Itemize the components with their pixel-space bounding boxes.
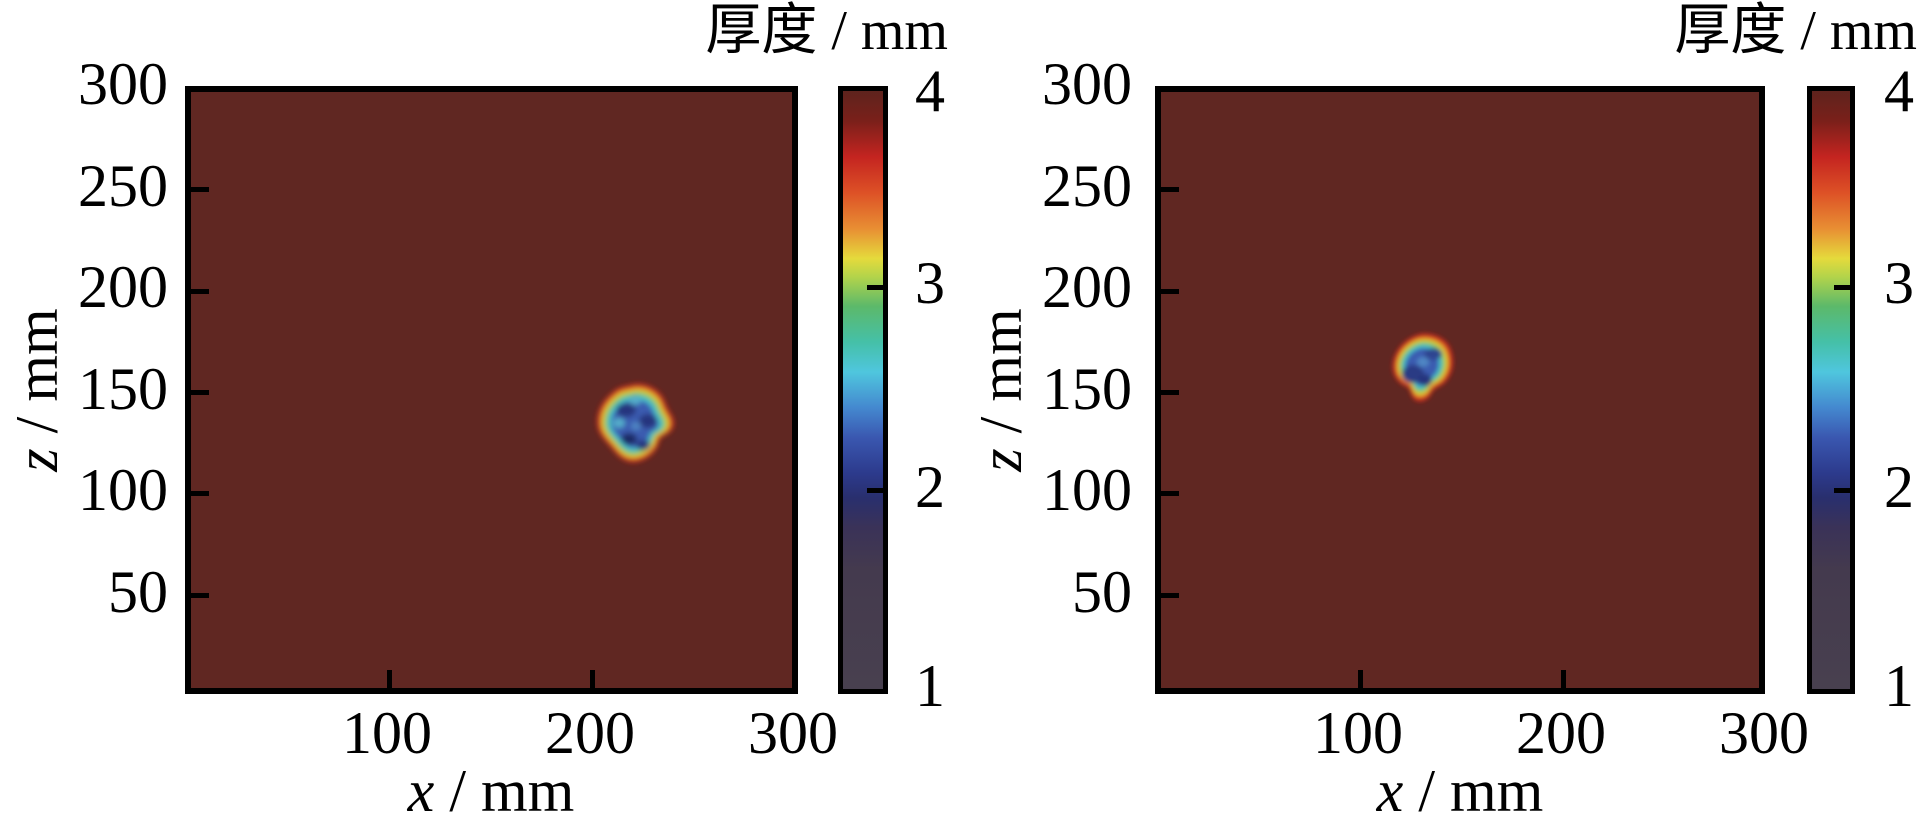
y-axis-variable: z: [968, 448, 1034, 472]
y-axis-variable: z: [4, 448, 70, 472]
x-axis-label: x / mm: [331, 760, 651, 820]
x-tick-label: 200: [1516, 700, 1606, 766]
colorbar-tick-label: 3: [1884, 250, 1914, 316]
colorbar-tick-label: 1: [1884, 653, 1914, 719]
y-tick-label: 200: [1042, 254, 1132, 320]
y-tick-mark: [1161, 390, 1179, 395]
x-axis-unit: / mm: [1403, 758, 1544, 820]
x-tick-label: 300: [1719, 700, 1809, 766]
y-tick-label: 200: [78, 254, 168, 320]
right-heatmap: [1155, 86, 1765, 694]
left-colorbar: [838, 86, 888, 694]
colorbar-tick-mark: [1834, 285, 1850, 290]
colorbar-tick-mark: [867, 488, 883, 493]
x-tick-mark: [387, 670, 392, 688]
y-tick-label: 50: [108, 559, 168, 625]
x-axis-unit: / mm: [434, 758, 575, 820]
right-colorbar: [1807, 86, 1855, 694]
y-tick-label: 100: [1042, 457, 1132, 523]
y-axis-unit: / mm: [968, 308, 1034, 449]
x-tick-mark: [1358, 670, 1363, 688]
colorbar-tick-label: 3: [915, 250, 945, 316]
x-tick-label: 100: [1313, 700, 1403, 766]
y-tick-mark: [191, 187, 209, 192]
y-tick-label: 100: [78, 457, 168, 523]
y-axis-label: z / mm: [968, 230, 1034, 550]
y-tick-mark: [191, 491, 209, 496]
y-tick-mark: [1161, 187, 1179, 192]
y-tick-label: 150: [1042, 356, 1132, 422]
x-axis-variable: x: [1376, 758, 1404, 820]
left-defect-blob: [597, 383, 675, 463]
left-colorbar-title: 厚度 / mm: [705, 0, 948, 62]
colorbar-tick-label: 2: [915, 454, 945, 520]
y-tick-label: 300: [78, 51, 168, 117]
x-axis-variable: x: [407, 758, 435, 820]
colorbar-tick-mark: [867, 285, 883, 290]
colorbar-tick-mark: [1834, 488, 1850, 493]
left-heatmap: [185, 86, 798, 694]
y-tick-mark: [1161, 289, 1179, 294]
y-tick-mark: [1161, 491, 1179, 496]
x-tick-mark: [590, 670, 595, 688]
colorbar-tick-label: 4: [915, 58, 945, 124]
y-tick-label: 250: [1042, 153, 1132, 219]
y-tick-label: 300: [1042, 51, 1132, 117]
y-tick-label: 50: [1072, 559, 1132, 625]
y-axis-unit: / mm: [4, 308, 70, 449]
x-tick-mark: [1561, 670, 1566, 688]
y-tick-mark: [1161, 593, 1179, 598]
colorbar-tick-label: 4: [1884, 58, 1914, 124]
y-tick-mark: [191, 593, 209, 598]
x-tick-label: 300: [748, 700, 838, 766]
x-axis-label: x / mm: [1300, 760, 1620, 820]
colorbar-tick-label: 2: [1884, 454, 1914, 520]
colorbar-tick-label: 1: [915, 653, 945, 719]
x-tick-label: 100: [342, 700, 432, 766]
right-defect-blob: [1392, 333, 1454, 402]
right-colorbar-title: 厚度 / mm: [1674, 0, 1917, 62]
y-tick-label: 250: [78, 153, 168, 219]
x-tick-label: 200: [545, 700, 635, 766]
y-axis-label: z / mm: [4, 230, 70, 550]
y-tick-mark: [191, 390, 209, 395]
y-tick-mark: [191, 289, 209, 294]
y-tick-label: 150: [78, 356, 168, 422]
